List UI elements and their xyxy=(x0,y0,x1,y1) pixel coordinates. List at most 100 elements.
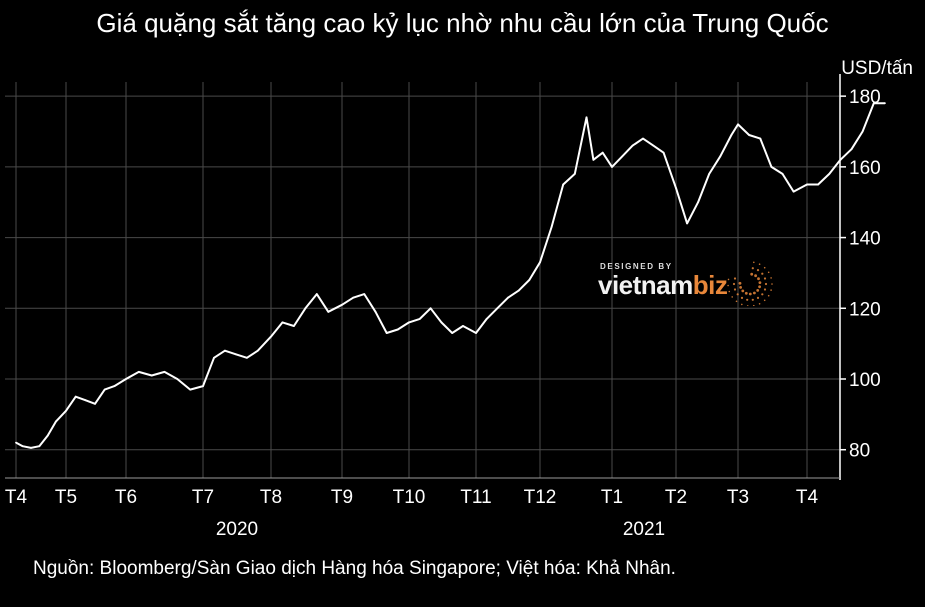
price-point xyxy=(839,158,842,161)
price-point xyxy=(828,173,831,175)
watermark-brand-main: vietnam xyxy=(598,270,693,300)
x-tick-label: T8 xyxy=(260,487,282,508)
price-point xyxy=(817,183,819,186)
price-point xyxy=(748,134,750,136)
price-point xyxy=(341,303,343,306)
price-point xyxy=(440,321,443,324)
y-axis-unit: USD/tấn xyxy=(841,58,913,79)
x-tick-labels: T4 T5 T6 T7 T8 T9 T10 T11 T12 T1 T2 T3 T4 xyxy=(5,487,819,508)
price-point xyxy=(213,356,215,359)
price-point xyxy=(573,173,576,175)
watermark-dots-icon xyxy=(727,261,773,307)
price-point xyxy=(675,187,677,190)
price-point xyxy=(125,378,127,380)
price-point xyxy=(256,349,259,352)
x-tick-label: T6 xyxy=(115,487,137,508)
price-point xyxy=(55,420,57,423)
x-tick-label: T11 xyxy=(460,487,491,508)
price-point xyxy=(352,296,355,299)
price-point xyxy=(113,385,116,387)
price-point xyxy=(246,356,248,359)
price-point xyxy=(65,409,67,412)
x-tick-label: T4 xyxy=(5,487,28,508)
price-point xyxy=(327,310,330,313)
x-tick-label: T2 xyxy=(665,487,687,508)
price-point xyxy=(408,321,410,324)
price-point xyxy=(601,151,604,154)
price-point xyxy=(517,289,520,292)
price-point xyxy=(872,102,875,105)
source-note: Nguồn: Bloomberg/Sàn Giao dịch Hàng hóa … xyxy=(33,558,676,579)
price-point xyxy=(304,307,307,310)
price-point xyxy=(592,158,595,161)
price-point xyxy=(507,296,509,299)
price-point xyxy=(418,318,421,320)
watermark-small-text: DESIGNED BY xyxy=(600,262,673,271)
price-point xyxy=(585,116,588,119)
grid-lines xyxy=(5,82,840,478)
x-tick-label: T3 xyxy=(727,487,749,508)
price-point xyxy=(189,388,192,391)
price-point xyxy=(528,279,531,281)
price-point xyxy=(759,137,762,140)
price-point xyxy=(562,183,565,186)
price-point xyxy=(374,310,377,313)
price-point xyxy=(485,318,488,320)
price-point xyxy=(462,325,464,327)
price-point xyxy=(806,183,808,186)
price-point xyxy=(730,134,733,136)
price-point xyxy=(94,402,96,405)
price-point xyxy=(396,328,399,331)
price-point xyxy=(74,395,77,398)
price-point xyxy=(363,293,366,295)
watermark-brand: vietnambiz xyxy=(598,270,728,301)
axes xyxy=(5,74,846,480)
price-point xyxy=(235,353,237,356)
year-label: 2020 xyxy=(216,519,258,540)
year-label: 2021 xyxy=(623,519,665,540)
y-tick-labels: 80 100 120 140 160 180 xyxy=(849,87,881,462)
price-point xyxy=(697,201,699,204)
price-point xyxy=(475,332,477,334)
price-point xyxy=(496,307,499,310)
y-tick-label: 80 xyxy=(849,441,870,462)
price-point xyxy=(15,441,17,444)
price-point xyxy=(46,434,49,437)
price-point xyxy=(103,388,106,391)
watermark-brand-accent: biz xyxy=(692,270,728,300)
price-point xyxy=(21,445,24,448)
price-point xyxy=(315,293,318,295)
plot-area xyxy=(15,102,886,449)
price-point xyxy=(884,102,886,105)
price-point xyxy=(202,385,204,387)
price-point xyxy=(737,123,739,126)
price-point xyxy=(293,325,295,327)
y-tick-label: 140 xyxy=(849,229,881,250)
year-labels: 2020 2021 xyxy=(216,519,665,540)
price-point xyxy=(281,321,284,324)
price-point xyxy=(163,371,166,373)
price-point xyxy=(631,144,634,147)
x-tick-label: T12 xyxy=(524,487,557,508)
price-point xyxy=(385,332,388,334)
price-point xyxy=(781,173,784,175)
price-point xyxy=(719,155,722,158)
price-point xyxy=(224,349,226,352)
x-tick-label: T5 xyxy=(55,487,77,508)
y-tick-label: 100 xyxy=(849,370,881,391)
price-point xyxy=(30,447,32,449)
x-tick-label: T7 xyxy=(192,487,214,508)
price-point xyxy=(84,399,87,402)
x-tick-label: T4 xyxy=(796,487,819,508)
y-tick-label: 120 xyxy=(849,299,881,320)
price-point xyxy=(38,445,41,448)
price-point xyxy=(451,332,454,334)
price-point xyxy=(708,173,711,175)
price-point xyxy=(611,166,613,168)
price-point xyxy=(137,371,140,373)
y-tick-label: 160 xyxy=(849,158,881,179)
price-point xyxy=(770,166,773,168)
y-tick-label: 180 xyxy=(849,87,881,108)
x-tick-label: T9 xyxy=(331,487,353,508)
watermark-logo xyxy=(598,256,778,307)
